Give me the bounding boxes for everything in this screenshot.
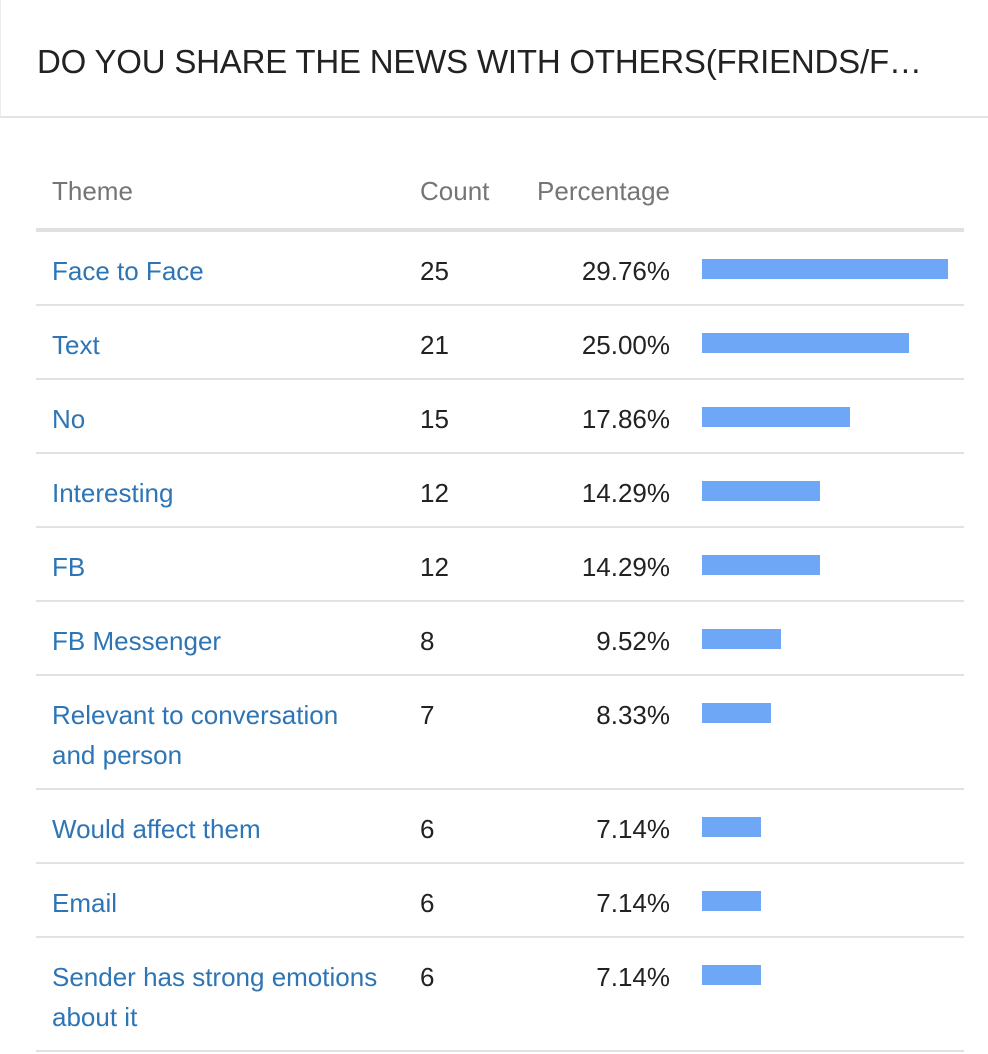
percentage-bar (702, 965, 761, 985)
table-row: Email 6 7.14% (36, 864, 964, 938)
count-value: 15 (420, 404, 449, 434)
percentage-value: 14.29% (581, 552, 670, 582)
theme-link[interactable]: Face to Face (52, 256, 204, 286)
percentage-value: 17.86% (581, 404, 670, 434)
percentage-value: 29.76% (581, 256, 670, 286)
percentage-value: 7.14% (596, 962, 670, 992)
percentage-bar (702, 259, 948, 279)
theme-link[interactable]: Interesting (52, 478, 174, 508)
table-row: Text 21 25.00% (36, 306, 964, 380)
count-value: 6 (420, 814, 435, 844)
percentage-value: 7.14% (596, 814, 670, 844)
percentage-bar (702, 333, 909, 353)
percentage-value: 9.52% (596, 626, 670, 656)
theme-link[interactable]: No (52, 404, 86, 434)
table-row: Would affect them 6 7.14% (36, 790, 964, 864)
column-header-theme[interactable]: Theme (52, 176, 133, 206)
theme-table: Theme Count Percentage Face to Face 25 2… (36, 150, 964, 1052)
count-value: 7 (420, 700, 435, 730)
count-value: 12 (420, 478, 449, 508)
table-row: FB Messenger 8 9.52% (36, 602, 964, 676)
theme-link[interactable]: Sender has strong emotions about it (52, 962, 378, 1032)
page-title: DO YOU SHARE THE NEWS WITH OTHERS(FRIEND… (37, 43, 922, 80)
percentage-bar (702, 817, 761, 837)
table-row: No 15 17.86% (36, 380, 964, 454)
count-value: 6 (420, 888, 435, 918)
count-value: 25 (420, 256, 449, 286)
theme-link[interactable]: Would affect them (52, 814, 261, 844)
count-value: 6 (420, 962, 435, 992)
percentage-bar (702, 407, 850, 427)
table-row: Face to Face 25 29.76% (36, 232, 964, 306)
table-row: Sender has strong emotions about it 6 7.… (36, 938, 964, 1052)
percentage-bar (702, 555, 820, 575)
table-row: FB 12 14.29% (36, 528, 964, 602)
percentage-bar (702, 629, 781, 649)
count-value: 12 (420, 552, 449, 582)
theme-link[interactable]: Text (52, 330, 100, 360)
column-header-count[interactable]: Count (420, 176, 490, 206)
percentage-value: 7.14% (596, 888, 670, 918)
count-value: 8 (420, 626, 435, 656)
count-value: 21 (420, 330, 449, 360)
theme-link[interactable]: Email (52, 888, 118, 918)
card-header: DO YOU SHARE THE NEWS WITH OTHERS(FRIEND… (0, 0, 988, 118)
table-row: Interesting 12 14.29% (36, 454, 964, 528)
table-header: Theme Count Percentage (36, 150, 964, 232)
theme-link[interactable]: FB (52, 552, 86, 582)
percentage-bar (702, 481, 820, 501)
percentage-value: 25.00% (581, 330, 670, 360)
table-row: Relevant to conversation and person 7 8.… (36, 676, 964, 790)
theme-link[interactable]: FB Messenger (52, 626, 222, 656)
percentage-bar (702, 703, 771, 723)
percentage-value: 8.33% (596, 700, 670, 730)
column-header-percentage[interactable]: Percentage (537, 176, 670, 206)
percentage-value: 14.29% (581, 478, 670, 508)
percentage-bar (702, 891, 761, 911)
theme-link[interactable]: Relevant to conversation and person (52, 700, 339, 770)
